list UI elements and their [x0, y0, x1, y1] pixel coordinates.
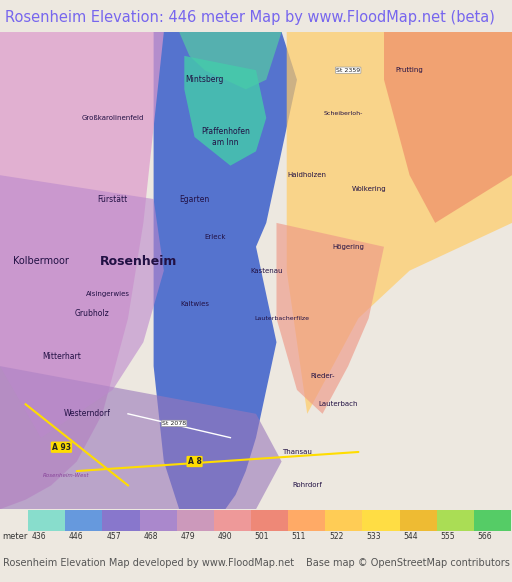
Text: Prutting: Prutting — [396, 67, 423, 73]
Text: 479: 479 — [180, 533, 195, 541]
Text: Kaltwies: Kaltwies — [180, 301, 209, 307]
Bar — [214, 510, 251, 531]
Bar — [437, 510, 474, 531]
Text: 522: 522 — [329, 533, 344, 541]
Bar — [28, 510, 66, 531]
Polygon shape — [0, 366, 282, 509]
Text: Mitterhart: Mitterhart — [42, 352, 81, 361]
Text: Rieder-: Rieder- — [310, 372, 335, 379]
Bar — [102, 510, 140, 531]
Text: 490: 490 — [218, 533, 232, 541]
Text: Rosenheim: Rosenheim — [99, 254, 177, 268]
Text: Egarten: Egarten — [179, 194, 210, 204]
Text: Rosenheim Elevation: 446 meter Map by www.FloodMap.net (beta): Rosenheim Elevation: 446 meter Map by ww… — [5, 10, 495, 25]
Text: 457: 457 — [106, 533, 121, 541]
Text: 501: 501 — [254, 533, 269, 541]
Polygon shape — [384, 32, 512, 223]
Bar — [474, 510, 511, 531]
Text: Haidholzen: Haidholzen — [288, 172, 327, 178]
Text: Högering: Högering — [332, 244, 364, 250]
Text: Rosenheim Elevation Map developed by www.FloodMap.net: Rosenheim Elevation Map developed by www… — [3, 558, 294, 567]
Bar — [288, 510, 325, 531]
Text: Kastenau: Kastenau — [250, 268, 283, 274]
Bar — [399, 510, 437, 531]
Bar — [325, 510, 362, 531]
Text: 468: 468 — [143, 533, 158, 541]
Text: Großkarolinenfeld: Großkarolinenfeld — [81, 115, 144, 121]
Text: Lauterbach: Lauterbach — [318, 401, 358, 407]
Text: Grubholz: Grubholz — [75, 309, 110, 318]
Text: Kolbermoor: Kolbermoor — [13, 256, 69, 266]
Polygon shape — [179, 32, 282, 89]
Text: Alsingerwies: Alsingerwies — [86, 292, 130, 297]
Text: Fürstätt: Fürstätt — [97, 194, 128, 204]
Bar — [177, 510, 214, 531]
Text: A 8: A 8 — [187, 457, 202, 466]
Polygon shape — [0, 175, 164, 438]
Text: Rohrdorf: Rohrdorf — [292, 482, 322, 488]
Text: St 2078: St 2078 — [162, 421, 186, 426]
Text: Wolkering: Wolkering — [351, 186, 386, 193]
Bar — [140, 510, 177, 531]
Text: 544: 544 — [403, 533, 418, 541]
Text: meter: meter — [3, 533, 28, 541]
Text: Westerndorf: Westerndorf — [63, 409, 111, 418]
Text: 555: 555 — [440, 533, 455, 541]
Text: Mintsberg: Mintsberg — [186, 75, 224, 84]
Text: 566: 566 — [478, 533, 492, 541]
Polygon shape — [287, 32, 512, 414]
Polygon shape — [184, 56, 266, 166]
Bar — [362, 510, 399, 531]
Bar — [251, 510, 288, 531]
Text: 436: 436 — [32, 533, 47, 541]
Text: A 93: A 93 — [52, 443, 71, 452]
Text: Lauterbacherfilze: Lauterbacherfilze — [254, 316, 309, 321]
Polygon shape — [0, 32, 164, 509]
Text: Rosenheim-West: Rosenheim-West — [44, 473, 90, 478]
Polygon shape — [154, 32, 297, 509]
Text: Base map © OpenStreetMap contributors: Base map © OpenStreetMap contributors — [306, 558, 509, 567]
Text: 446: 446 — [69, 533, 83, 541]
Text: St 2359: St 2359 — [336, 68, 360, 73]
Text: Scheiberloh-: Scheiberloh- — [324, 111, 362, 116]
Text: Erleck: Erleck — [204, 234, 226, 240]
Text: 533: 533 — [366, 533, 381, 541]
Text: Thansau: Thansau — [282, 449, 312, 455]
Text: 511: 511 — [292, 533, 306, 541]
Bar — [66, 510, 102, 531]
Text: Pfaffenhofen
am Inn: Pfaffenhofen am Inn — [201, 127, 250, 147]
Polygon shape — [276, 223, 384, 414]
